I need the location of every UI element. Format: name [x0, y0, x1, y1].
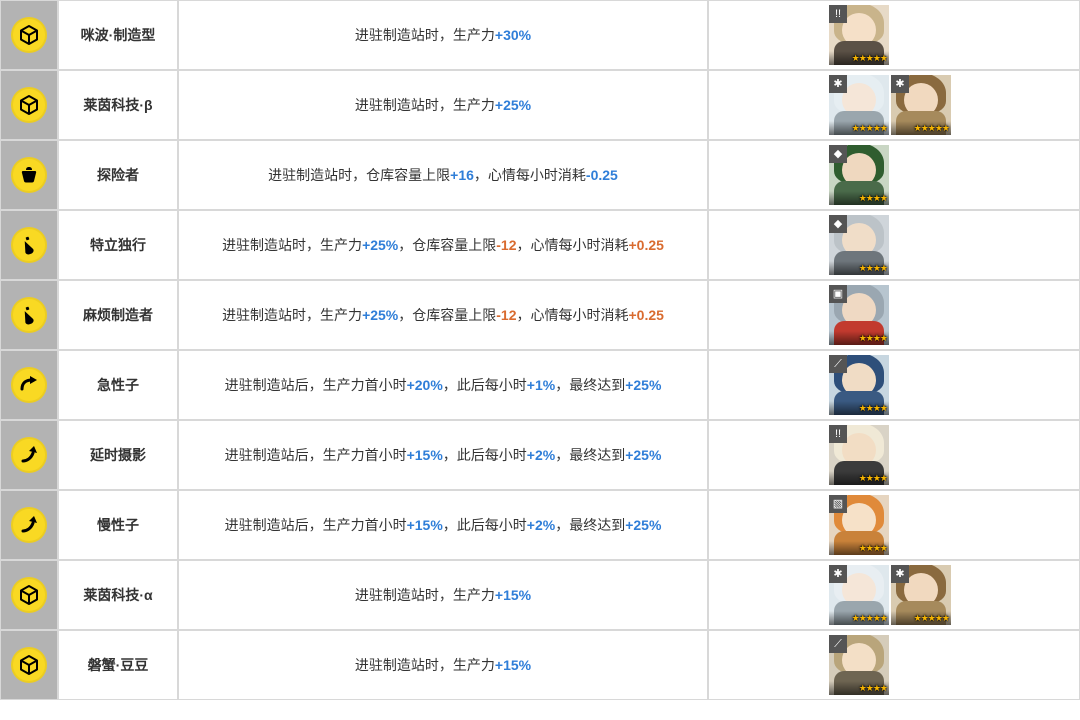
- operator-rarity-stars: ★★★★★: [914, 613, 949, 624]
- skill-name: 磐蟹·豆豆: [58, 630, 178, 700]
- operator-rarity-stars: ★★★★: [859, 263, 887, 274]
- operators-cell: !! ★★★★★: [708, 0, 1080, 70]
- skill-icon-cell: [0, 280, 58, 350]
- table-row: 磐蟹·豆豆进驻制造站时，生产力+15% ⟋ ★★★★: [0, 630, 1080, 700]
- skill-icon-cell: [0, 630, 58, 700]
- operator-portrait[interactable]: ✱ ★★★★★: [891, 565, 951, 625]
- operator-portrait[interactable]: ◆ ★★★★: [829, 215, 889, 275]
- skill-icon-cell: [0, 210, 58, 280]
- operators-cell: ▣ ★★★★: [708, 280, 1080, 350]
- skill-name: 特立独行: [58, 210, 178, 280]
- operator-portrait[interactable]: ✱ ★★★★★: [829, 75, 889, 135]
- cube-icon: [11, 647, 47, 683]
- operators-cell: ✱ ★★★★★ ✱ ★★★★★: [708, 560, 1080, 630]
- operator-rarity-stars: ★★★★: [859, 333, 887, 344]
- table-row: 莱茵科技·β进驻制造站时，生产力+25% ✱ ★★★★★ ✱ ★★★★★: [0, 70, 1080, 140]
- table-row: 咪波·制造型进驻制造站时，生产力+30%!! ★★★★★: [0, 0, 1080, 70]
- operators-cell: ✱ ★★★★★ ✱ ★★★★★: [708, 70, 1080, 140]
- skill-icon-cell: [0, 0, 58, 70]
- skill-icon-cell: [0, 420, 58, 490]
- operator-corner-icon: ▣: [829, 285, 847, 303]
- skill-name: 莱茵科技·α: [58, 560, 178, 630]
- operator-rarity-stars: ★★★★★: [914, 123, 949, 134]
- operators-cell: ▧ ★★★★: [708, 490, 1080, 560]
- arrow_u-icon: [11, 507, 47, 543]
- skill-description: 进驻制造站后，生产力首小时+20%，此后每小时+1%，最终达到+25%: [178, 350, 708, 420]
- operator-corner-icon: ✱: [891, 565, 909, 583]
- operator-corner-icon: !!: [829, 425, 847, 443]
- operators-cell: ◆ ★★★★: [708, 210, 1080, 280]
- operator-portrait[interactable]: ✱ ★★★★★: [891, 75, 951, 135]
- operator-rarity-stars: ★★★★★: [852, 53, 887, 64]
- skill-description: 进驻制造站时，生产力+25%: [178, 70, 708, 140]
- skill-icon-cell: [0, 70, 58, 140]
- table-row: 探险者进驻制造站时，仓库容量上限+16，心情每小时消耗-0.25 ◆ ★★★★: [0, 140, 1080, 210]
- operator-corner-icon: ✱: [891, 75, 909, 93]
- operator-corner-icon: ▧: [829, 495, 847, 513]
- skill-description: 进驻制造站时，生产力+15%: [178, 630, 708, 700]
- bottle-icon: [11, 297, 47, 333]
- operators-cell: !! ★★★★: [708, 420, 1080, 490]
- skill-icon-cell: [0, 140, 58, 210]
- skill-description: 进驻制造站时，生产力+15%: [178, 560, 708, 630]
- bottle-icon: [11, 227, 47, 263]
- skill-name: 延时摄影: [58, 420, 178, 490]
- table-row: 慢性子进驻制造站后，生产力首小时+15%，此后每小时+2%，最终达到+25% ▧ ★…: [0, 490, 1080, 560]
- operator-portrait[interactable]: !! ★★★★: [829, 425, 889, 485]
- operator-portrait[interactable]: ✱ ★★★★★: [829, 565, 889, 625]
- operator-corner-icon: !!: [829, 5, 847, 23]
- skill-name: 麻烦制造者: [58, 280, 178, 350]
- cube-icon: [11, 17, 47, 53]
- operator-rarity-stars: ★★★★★: [852, 613, 887, 624]
- operator-rarity-stars: ★★★★★: [852, 123, 887, 134]
- skill-name: 咪波·制造型: [58, 0, 178, 70]
- skill-description: 进驻制造站时，生产力+30%: [178, 0, 708, 70]
- table-row: 延时摄影进驻制造站后，生产力首小时+15%，此后每小时+2%，最终达到+25%!…: [0, 420, 1080, 490]
- skill-description: 进驻制造站时，生产力+25%，仓库容量上限-12，心情每小时消耗+0.25: [178, 210, 708, 280]
- operator-rarity-stars: ★★★★: [859, 473, 887, 484]
- skill-icon-cell: [0, 490, 58, 560]
- bag-icon: [11, 157, 47, 193]
- skill-icon-cell: [0, 560, 58, 630]
- operator-portrait[interactable]: ⟋ ★★★★: [829, 635, 889, 695]
- operator-portrait[interactable]: ⟋ ★★★★: [829, 355, 889, 415]
- skill-name: 莱茵科技·β: [58, 70, 178, 140]
- operator-rarity-stars: ★★★★: [859, 193, 887, 204]
- operators-cell: ⟋ ★★★★: [708, 630, 1080, 700]
- skill-description: 进驻制造站时，仓库容量上限+16，心情每小时消耗-0.25: [178, 140, 708, 210]
- operators-cell: ⟋ ★★★★: [708, 350, 1080, 420]
- operator-rarity-stars: ★★★★: [859, 683, 887, 694]
- operator-rarity-stars: ★★★★: [859, 543, 887, 554]
- operator-portrait[interactable]: ▧ ★★★★: [829, 495, 889, 555]
- skill-name: 急性子: [58, 350, 178, 420]
- skill-description: 进驻制造站后，生产力首小时+15%，此后每小时+2%，最终达到+25%: [178, 490, 708, 560]
- cube-icon: [11, 577, 47, 613]
- skill-name: 慢性子: [58, 490, 178, 560]
- operator-portrait[interactable]: !! ★★★★★: [829, 5, 889, 65]
- table-row: 特立独行进驻制造站时，生产力+25%，仓库容量上限-12，心情每小时消耗+0.2…: [0, 210, 1080, 280]
- operator-corner-icon: ✱: [829, 565, 847, 583]
- operator-portrait[interactable]: ▣ ★★★★: [829, 285, 889, 345]
- operator-corner-icon: ⟋: [829, 355, 847, 373]
- operators-cell: ◆ ★★★★: [708, 140, 1080, 210]
- table-row: 莱茵科技·α进驻制造站时，生产力+15% ✱ ★★★★★ ✱ ★★★★★: [0, 560, 1080, 630]
- skill-description: 进驻制造站时，生产力+25%，仓库容量上限-12，心情每小时消耗+0.25: [178, 280, 708, 350]
- arrow_r-icon: [11, 367, 47, 403]
- operator-portrait[interactable]: ◆ ★★★★: [829, 145, 889, 205]
- operator-corner-icon: ✱: [829, 75, 847, 93]
- table-row: 麻烦制造者进驻制造站时，生产力+25%，仓库容量上限-12，心情每小时消耗+0.…: [0, 280, 1080, 350]
- operator-corner-icon: ⟋: [829, 635, 847, 653]
- skill-description: 进驻制造站后，生产力首小时+15%，此后每小时+2%，最终达到+25%: [178, 420, 708, 490]
- table-row: 急性子进驻制造站后，生产力首小时+20%，此后每小时+1%，最终达到+25% ⟋ ★…: [0, 350, 1080, 420]
- arrow_u-icon: [11, 437, 47, 473]
- skills-table: 咪波·制造型进驻制造站时，生产力+30%!!★★★★★莱茵科技·β进驻制造站时，…: [0, 0, 1080, 700]
- operator-rarity-stars: ★★★★: [859, 403, 887, 414]
- operator-corner-icon: ◆: [829, 215, 847, 233]
- operator-corner-icon: ◆: [829, 145, 847, 163]
- skill-name: 探险者: [58, 140, 178, 210]
- cube-icon: [11, 87, 47, 123]
- skill-icon-cell: [0, 350, 58, 420]
